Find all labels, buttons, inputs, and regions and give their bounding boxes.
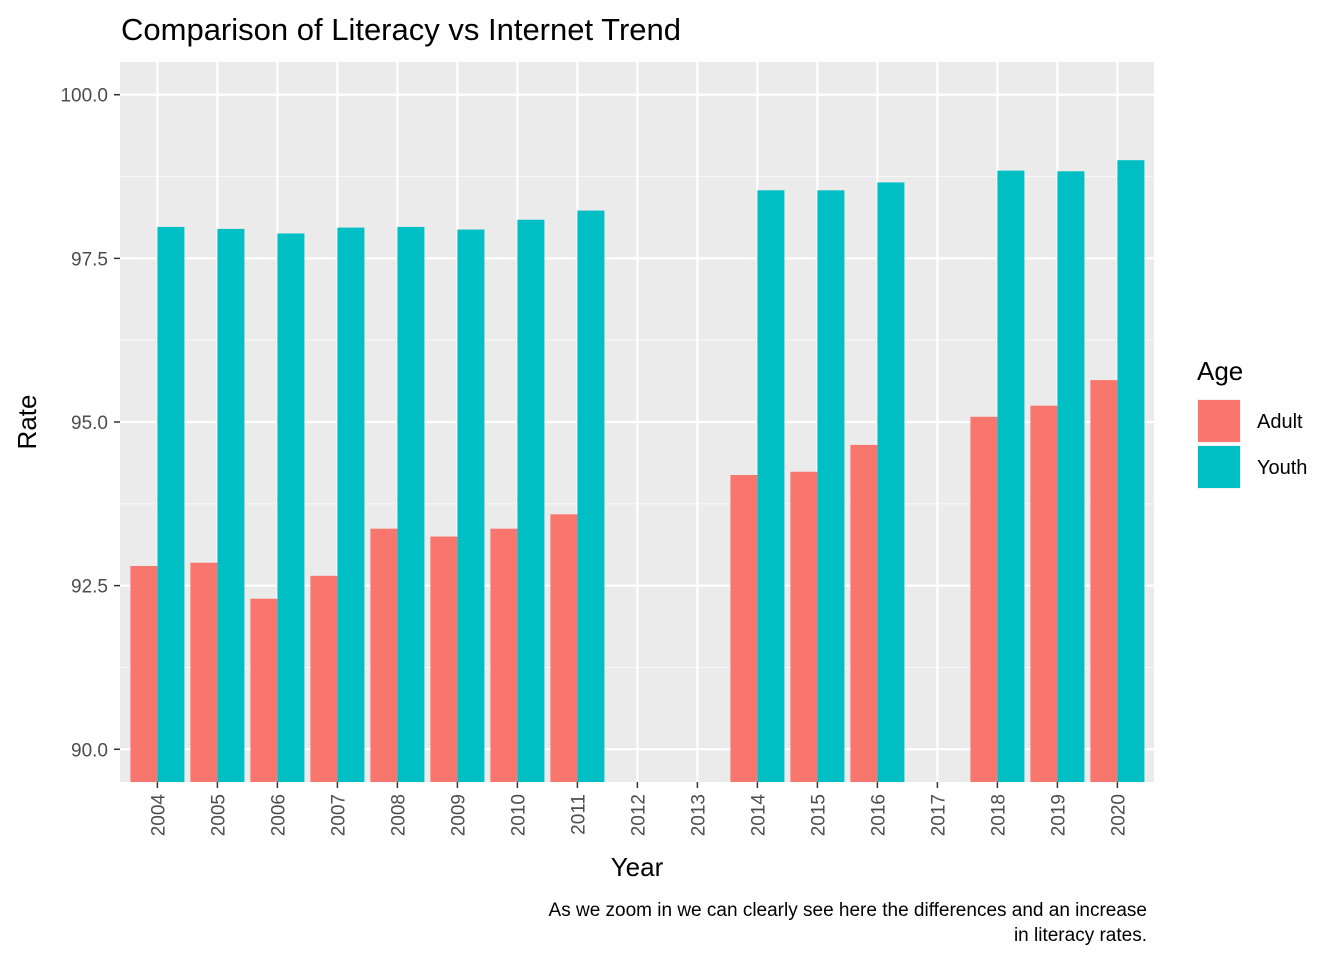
- legend-label-adult: Adult: [1257, 411, 1303, 433]
- x-tick-label: 2013: [688, 794, 709, 836]
- y-tick-label: 90.0: [71, 740, 108, 761]
- bars: [130, 160, 1145, 783]
- x-tick-label: 2016: [868, 794, 889, 836]
- x-tick-label: 2015: [808, 794, 829, 836]
- x-tick-label: 2008: [388, 794, 409, 836]
- bar-youth-2019: [1057, 171, 1085, 783]
- legend-label-youth: Youth: [1257, 457, 1307, 479]
- chart-title: Comparison of Literacy vs Internet Trend: [121, 12, 681, 47]
- bar-youth-2005: [217, 228, 245, 783]
- bar-adult-2014: [730, 475, 758, 782]
- bar-youth-2020: [1117, 160, 1145, 782]
- bar-adult-2019: [1030, 405, 1058, 782]
- x-tick-label: 2010: [508, 794, 529, 836]
- bar-adult-2010: [490, 528, 518, 782]
- x-tick-label: 2007: [328, 794, 349, 836]
- bar-adult-2004: [130, 566, 158, 782]
- bar-adult-2007: [310, 575, 338, 782]
- x-tick-label: 2012: [628, 794, 649, 836]
- x-tick-label: 2009: [448, 794, 469, 836]
- legend-title: Age: [1197, 356, 1243, 386]
- bar-adult-2018: [970, 416, 998, 782]
- x-tick-label: 2019: [1048, 794, 1069, 836]
- bar-adult-2009: [430, 536, 458, 782]
- y-axis-ticks: 90.0 92.5 95.0 97.5 100.0: [60, 86, 120, 761]
- bar-youth-2007: [337, 227, 365, 783]
- x-tick-label: 2014: [748, 794, 769, 837]
- x-tick-label: 2018: [988, 794, 1009, 836]
- bar-youth-2014: [757, 190, 785, 783]
- bar-youth-2018: [997, 170, 1025, 782]
- bar-adult-2008: [370, 528, 398, 782]
- x-axis-title: Year: [611, 852, 664, 882]
- x-tick-label: 2011: [568, 794, 589, 835]
- legend-swatch-adult: [1198, 400, 1240, 442]
- bar-adult-2020: [1090, 380, 1118, 782]
- x-tick-label: 2006: [268, 794, 289, 836]
- y-axis-title: Rate: [12, 395, 42, 450]
- y-tick-label: 100.0: [60, 86, 108, 107]
- bar-adult-2005: [190, 562, 218, 782]
- legend: Age Adult Youth: [1197, 356, 1307, 489]
- bar-youth-2016: [877, 182, 905, 782]
- x-tick-label: 2017: [928, 794, 949, 836]
- bar-youth-2015: [817, 190, 845, 783]
- y-tick-label: 95.0: [71, 413, 108, 434]
- bar-adult-2006: [250, 598, 278, 782]
- bar-youth-2009: [457, 229, 485, 783]
- caption-line-1: As we zoom in we can clearly see here th…: [549, 900, 1147, 921]
- y-tick-label: 97.5: [71, 249, 108, 270]
- bar-youth-2006: [277, 233, 305, 782]
- x-axis-ticks: 2004 2005 2006 2007 2008 2009 2010 2011 2012 2013…: [148, 782, 1129, 836]
- bar-youth-2011: [577, 210, 605, 783]
- caption-line-2: in literacy rates.: [1014, 925, 1147, 946]
- legend-swatch-youth: [1198, 446, 1240, 488]
- y-tick-label: 92.5: [71, 577, 108, 598]
- bar-youth-2004: [157, 226, 185, 783]
- bar-adult-2016: [850, 444, 878, 782]
- bar-youth-2010: [517, 219, 545, 782]
- x-tick-label: 2020: [1108, 794, 1129, 836]
- x-tick-label: 2005: [208, 794, 229, 836]
- bar-youth-2008: [397, 226, 425, 783]
- bar-adult-2011: [550, 514, 578, 782]
- x-tick-label: 2004: [148, 794, 169, 837]
- bar-adult-2015: [790, 471, 818, 782]
